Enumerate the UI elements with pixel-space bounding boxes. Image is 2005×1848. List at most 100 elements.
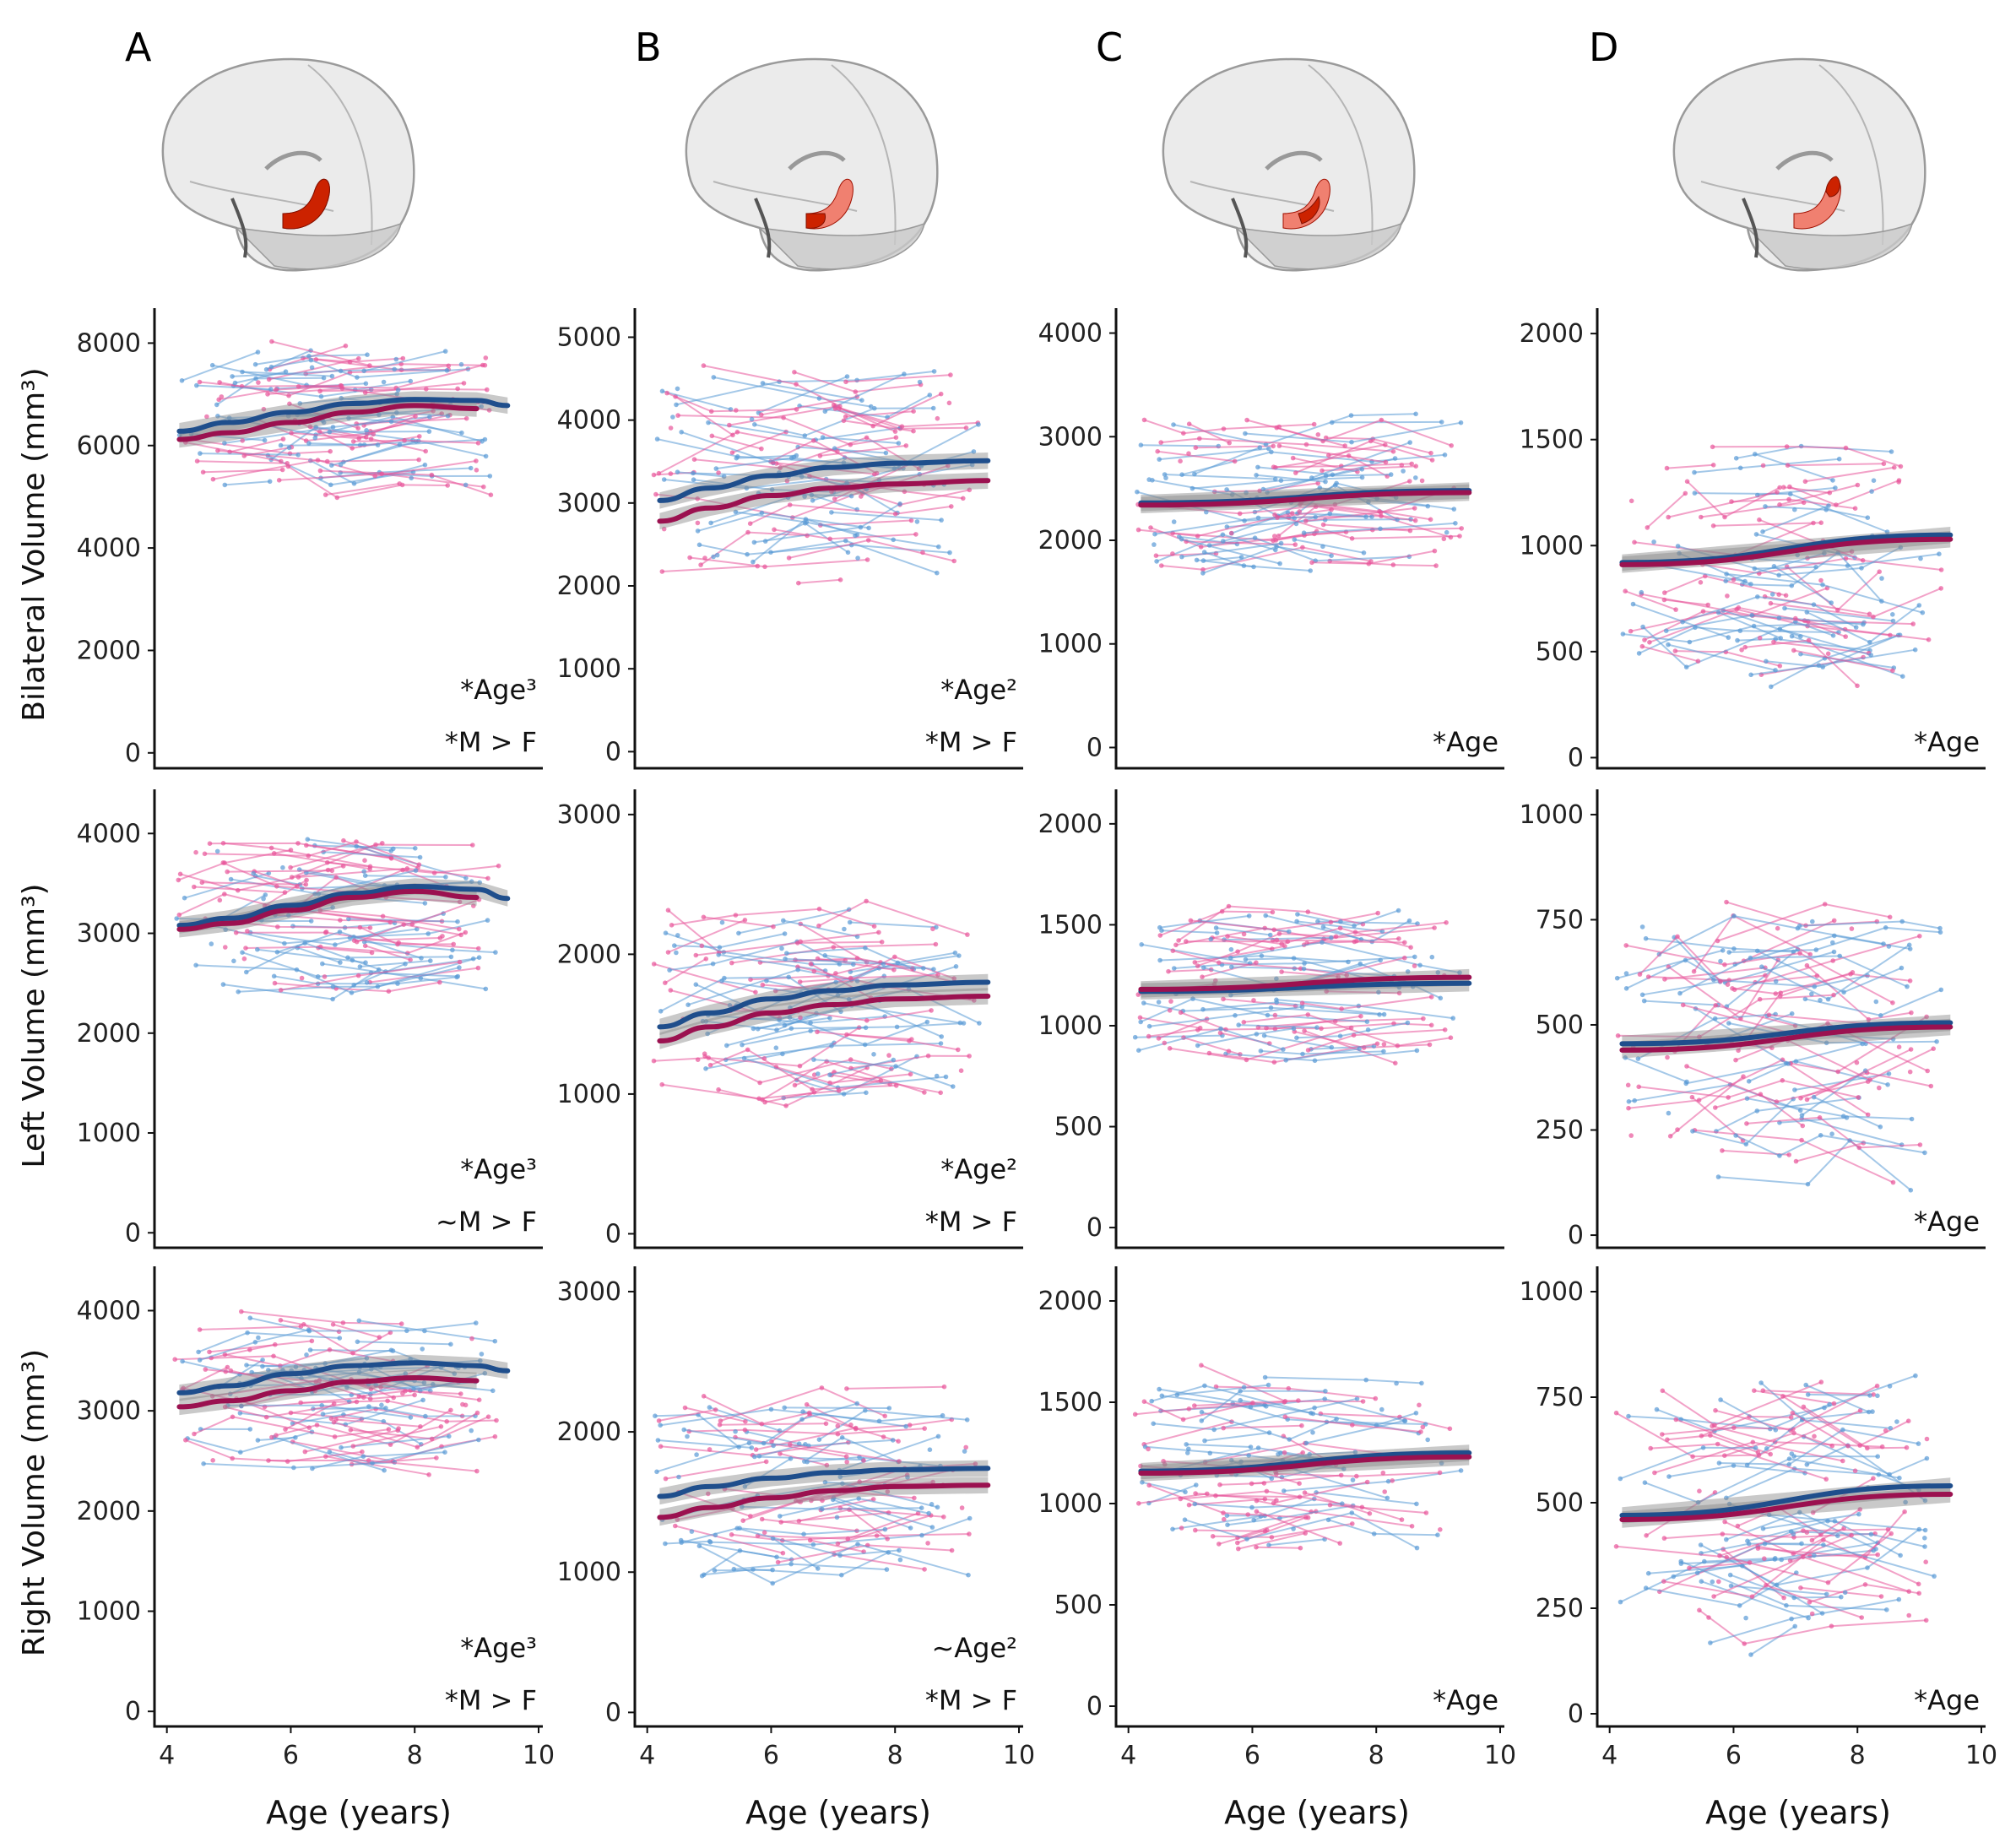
observation-point	[832, 496, 837, 501]
observation-point	[334, 495, 340, 501]
observation-point	[864, 1018, 870, 1023]
observation-point	[448, 954, 454, 960]
observation-point	[1449, 443, 1454, 448]
observation-point	[1229, 492, 1235, 497]
observation-point	[1305, 1515, 1311, 1520]
observation-point	[1156, 1000, 1162, 1005]
observation-point	[416, 862, 422, 867]
trajectory-line	[1251, 1474, 1341, 1485]
observation-point	[230, 374, 235, 379]
trajectory-line	[1181, 542, 1282, 558]
observation-point	[388, 856, 394, 861]
observation-point	[1723, 578, 1728, 583]
observation-point	[1341, 1466, 1347, 1471]
observation-point	[1302, 1490, 1308, 1495]
observation-point	[198, 451, 203, 456]
observation-point	[1620, 631, 1626, 637]
observation-point	[1453, 521, 1458, 526]
observation-point	[1361, 550, 1367, 555]
observation-point	[1695, 1499, 1701, 1505]
observation-point	[1385, 1478, 1391, 1484]
observation-point	[848, 442, 853, 447]
brain-cerebellum	[234, 222, 403, 270]
trajectory-line	[1791, 1412, 1849, 1447]
observation-point	[1928, 1083, 1934, 1089]
observation-point	[1305, 1012, 1311, 1017]
fit-line-female	[176, 1374, 480, 1410]
observation-point	[1887, 914, 1893, 920]
observation-point	[661, 526, 667, 532]
observation-point	[1841, 989, 1846, 995]
observation-point	[1383, 459, 1389, 465]
observation-point	[172, 1357, 177, 1362]
observation-point	[320, 1412, 326, 1417]
observation-point	[1651, 539, 1656, 545]
observation-point	[827, 1072, 832, 1077]
fit-line-female	[657, 1482, 991, 1520]
observation-point	[1226, 1049, 1232, 1054]
observation-point	[859, 494, 864, 499]
y-tick-label: 1000	[1520, 800, 1584, 830]
observation-point	[774, 1554, 779, 1560]
observation-point	[373, 842, 378, 848]
observation-point	[843, 1454, 849, 1460]
trajectory-line	[205, 1368, 415, 1401]
observation-point	[807, 1537, 813, 1543]
observation-point	[848, 1423, 853, 1428]
observation-point	[381, 379, 387, 385]
observation-point	[1925, 1068, 1930, 1074]
observation-point	[1849, 549, 1855, 554]
trajectory-line	[1795, 617, 1846, 638]
observation-point	[349, 990, 355, 995]
observation-point	[822, 1479, 828, 1485]
observation-point	[1413, 1411, 1419, 1416]
observation-point	[1722, 1519, 1727, 1525]
observation-point	[325, 867, 331, 873]
brain-ventricle	[1775, 150, 1834, 171]
observation-point	[1706, 1615, 1711, 1620]
observation-point	[1937, 929, 1943, 935]
observation-point	[760, 982, 766, 988]
observation-point	[1802, 996, 1808, 1002]
observation-point	[1401, 1418, 1407, 1423]
observation-point	[244, 969, 249, 975]
observation-point	[1866, 1016, 1872, 1022]
observation-point	[275, 924, 280, 929]
observation-point	[1909, 1010, 1914, 1016]
observation-point	[278, 988, 284, 993]
trajectory-line	[1805, 466, 1894, 483]
observation-point	[779, 946, 784, 951]
observation-point	[1898, 1553, 1903, 1558]
observation-point	[1371, 1531, 1377, 1536]
observation-point	[1725, 593, 1730, 599]
trajectory-line	[802, 1411, 907, 1428]
observation-point	[1280, 1458, 1286, 1463]
observation-point	[1414, 1048, 1420, 1054]
observation-point	[1648, 1445, 1653, 1451]
trajectory-line	[325, 1455, 430, 1476]
observation-point	[885, 1536, 890, 1542]
observation-point	[1788, 1415, 1794, 1420]
observation-point	[474, 458, 479, 463]
observation-point	[291, 1465, 296, 1471]
observation-point	[1632, 1097, 1637, 1103]
observation-point	[651, 1058, 657, 1064]
observation-point	[1876, 1471, 1882, 1477]
observation-point	[842, 926, 847, 932]
observation-point	[315, 458, 321, 463]
observation-point	[969, 462, 975, 468]
observation-point	[716, 470, 721, 475]
observation-point	[1729, 499, 1734, 504]
observation-point	[276, 478, 282, 483]
observation-point	[823, 1421, 829, 1427]
observation-point	[1853, 625, 1859, 630]
observation-point	[1224, 1513, 1230, 1518]
observation-point	[1407, 528, 1413, 534]
observation-point	[266, 1368, 271, 1373]
observation-point	[401, 922, 407, 927]
observation-point	[1157, 1386, 1162, 1392]
trajectory-line	[236, 931, 479, 950]
observation-point	[304, 1352, 309, 1358]
observation-point	[463, 482, 469, 488]
observation-point	[1786, 1152, 1791, 1157]
